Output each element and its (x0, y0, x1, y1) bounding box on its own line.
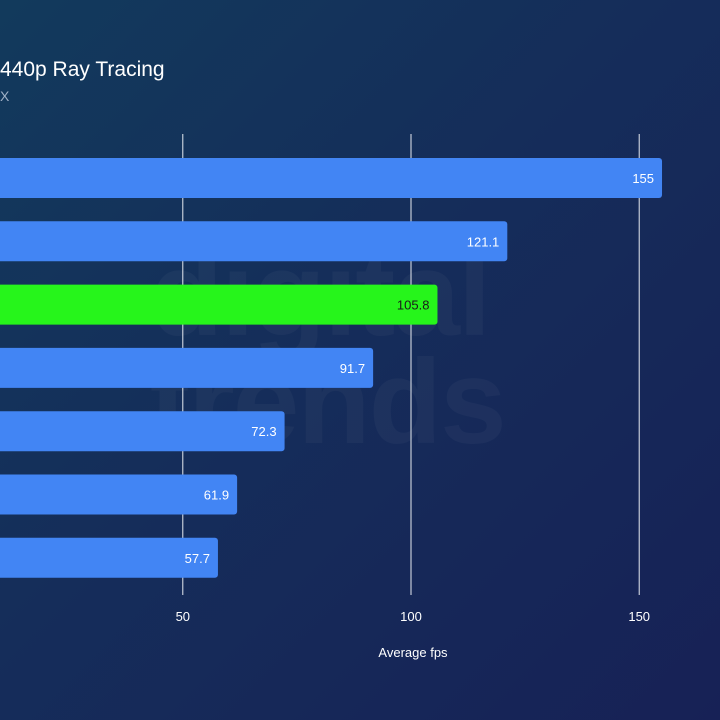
chart-subtitle: X (0, 88, 10, 104)
bar-4 (0, 411, 285, 452)
chart-title: 440p Ray Tracing (0, 58, 165, 81)
bar-3 (0, 347, 374, 388)
bar-value-label-1: 121.1 (467, 234, 500, 249)
x-tick-label-150: 150 (628, 609, 650, 624)
bar-1 (0, 221, 508, 262)
bar-5 (0, 474, 238, 515)
bar-value-label-6: 57.7 (185, 551, 210, 566)
x-tick-label-50: 50 (176, 609, 190, 624)
bar-value-label-0: 155 (632, 171, 654, 186)
bar-2 (0, 284, 438, 325)
bar-value-label-3: 91.7 (340, 361, 365, 376)
bar-6 (0, 537, 218, 578)
bar-0 (0, 158, 663, 198)
x-axis-label: Average fps (378, 645, 448, 660)
bar-value-label-5: 61.9 (204, 488, 229, 503)
bar-value-label-4: 72.3 (251, 424, 276, 439)
x-tick-label-100: 100 (400, 609, 422, 624)
bar-value-label-2: 105.8 (397, 298, 430, 313)
